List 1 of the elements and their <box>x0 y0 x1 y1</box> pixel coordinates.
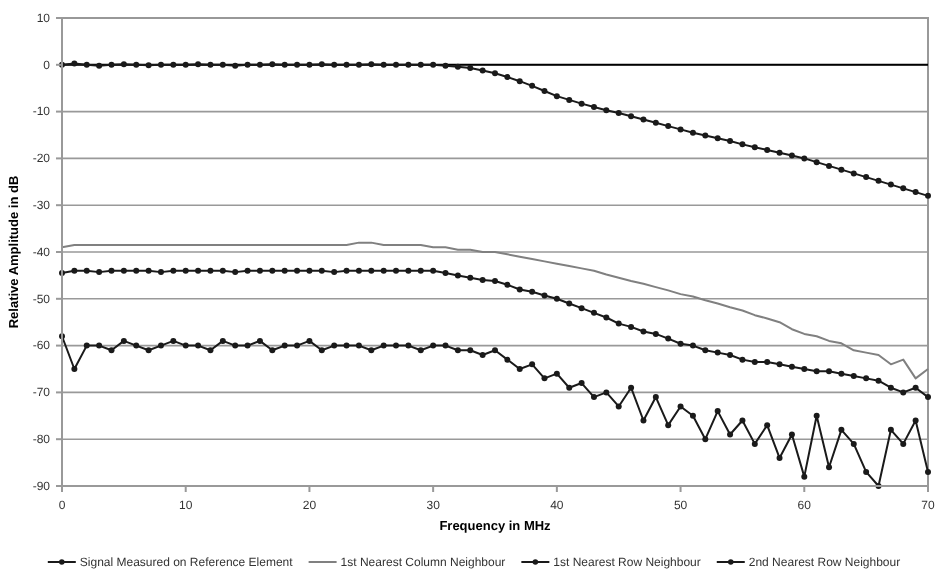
line-series <box>61 241 929 380</box>
